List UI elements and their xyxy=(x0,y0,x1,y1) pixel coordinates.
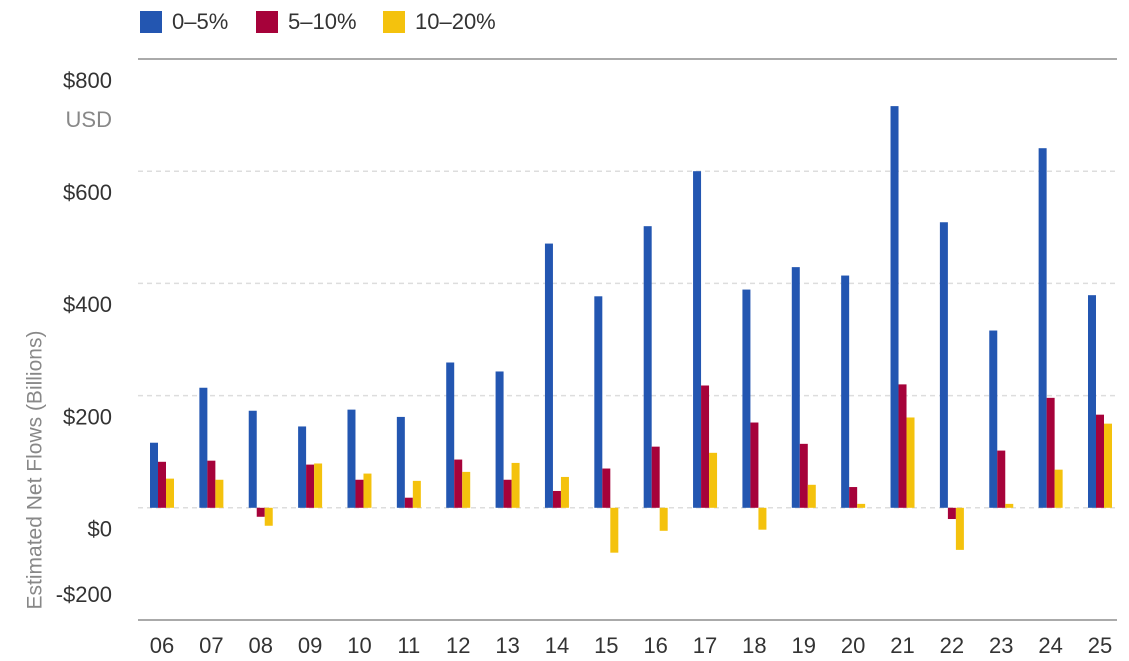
bar xyxy=(552,490,561,508)
bar xyxy=(298,426,307,508)
bar xyxy=(947,507,956,520)
bar xyxy=(166,478,174,508)
legend-swatch xyxy=(140,11,162,33)
y-tick-label: $600 xyxy=(63,180,112,205)
bar xyxy=(1005,503,1014,508)
bar xyxy=(849,487,858,508)
y-tick-label: $400 xyxy=(63,292,112,317)
bar xyxy=(396,416,405,508)
bar xyxy=(404,497,413,508)
x-tick-label: 22 xyxy=(940,633,964,658)
bar xyxy=(446,362,455,508)
bar xyxy=(659,507,668,531)
bar xyxy=(511,462,520,508)
x-tick-label: 11 xyxy=(397,633,420,658)
legend-swatch xyxy=(256,11,278,33)
x-tick-label: 10 xyxy=(347,633,371,658)
bar xyxy=(544,243,553,508)
bar xyxy=(610,507,619,553)
bar xyxy=(799,443,808,508)
x-tick-label: 09 xyxy=(298,633,322,658)
bar xyxy=(841,275,850,508)
x-tick-label: 20 xyxy=(841,633,865,658)
bar xyxy=(158,461,166,508)
bar xyxy=(898,384,907,508)
bar xyxy=(701,385,710,508)
x-tick-label: 06 xyxy=(150,633,174,658)
bar xyxy=(347,409,356,508)
bar xyxy=(1104,423,1112,508)
bar xyxy=(560,476,569,508)
x-tick-label: 23 xyxy=(989,633,1013,658)
bar xyxy=(939,222,948,508)
bar xyxy=(807,484,816,508)
bar xyxy=(355,479,364,508)
x-tick-label: 21 xyxy=(890,633,914,658)
legend-label: 10–20% xyxy=(415,9,496,34)
bar xyxy=(256,507,265,517)
bar xyxy=(750,422,759,508)
bar xyxy=(462,471,471,508)
bar xyxy=(906,417,915,508)
x-tick-label: 12 xyxy=(446,633,470,658)
y-axis-title: Estimated Net Flows (Billions) xyxy=(24,331,47,610)
bar xyxy=(643,226,652,508)
bar xyxy=(412,480,421,508)
bar xyxy=(742,289,751,508)
bar xyxy=(150,442,158,508)
bar xyxy=(594,296,603,508)
bar xyxy=(890,106,899,508)
bar xyxy=(1038,148,1047,508)
y-tick-label: $200 xyxy=(63,404,112,429)
bar xyxy=(207,460,216,508)
y-unit: USD xyxy=(66,107,112,132)
bar xyxy=(454,459,463,508)
bar xyxy=(693,171,702,508)
bar xyxy=(1046,397,1055,508)
bar xyxy=(955,507,964,550)
bar xyxy=(1054,469,1063,508)
bar xyxy=(791,267,800,508)
bar xyxy=(363,473,372,508)
bar xyxy=(709,452,718,508)
bar xyxy=(495,371,504,508)
x-tick-label: 13 xyxy=(495,633,519,658)
y-tick-label: $0 xyxy=(88,517,112,542)
x-tick-label: 16 xyxy=(643,633,667,658)
bar xyxy=(264,507,273,526)
bar xyxy=(602,468,611,508)
x-tick-label: 24 xyxy=(1038,633,1062,658)
x-tick-label: 18 xyxy=(742,633,766,658)
bar xyxy=(314,463,323,508)
legend-swatch xyxy=(383,11,405,33)
x-tick-label: 14 xyxy=(545,633,569,658)
legend-label: 0–5% xyxy=(172,9,228,34)
bar xyxy=(989,330,998,508)
legend-label: 5–10% xyxy=(288,9,357,34)
bar xyxy=(306,464,315,508)
x-tick-label: 07 xyxy=(199,633,223,658)
bar xyxy=(758,507,767,530)
bar xyxy=(997,450,1006,508)
x-tick-label: 25 xyxy=(1088,633,1112,658)
y-tick-label: $800 xyxy=(63,68,112,93)
x-tick-label: 15 xyxy=(594,633,618,658)
x-tick-label: 19 xyxy=(792,633,816,658)
bar xyxy=(215,479,224,508)
x-tick-label: 08 xyxy=(248,633,272,658)
y-tick-label: -$200 xyxy=(56,582,112,607)
bar xyxy=(857,503,866,508)
bar xyxy=(248,410,257,508)
bar xyxy=(1096,414,1104,508)
bar xyxy=(199,387,208,508)
bar xyxy=(1088,295,1096,508)
x-tick-label: 17 xyxy=(693,633,717,658)
bar xyxy=(651,446,660,508)
bar xyxy=(503,479,512,508)
